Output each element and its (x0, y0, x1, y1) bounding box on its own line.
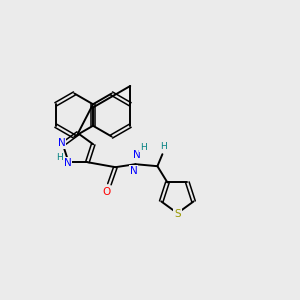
Text: N: N (130, 166, 137, 176)
Text: N: N (133, 150, 140, 160)
Text: H: H (160, 142, 167, 151)
Text: H: H (56, 153, 63, 162)
Text: S: S (174, 209, 181, 219)
Text: N: N (58, 138, 66, 148)
Text: O: O (102, 187, 110, 197)
Text: N: N (64, 158, 71, 168)
Text: H: H (140, 143, 147, 152)
